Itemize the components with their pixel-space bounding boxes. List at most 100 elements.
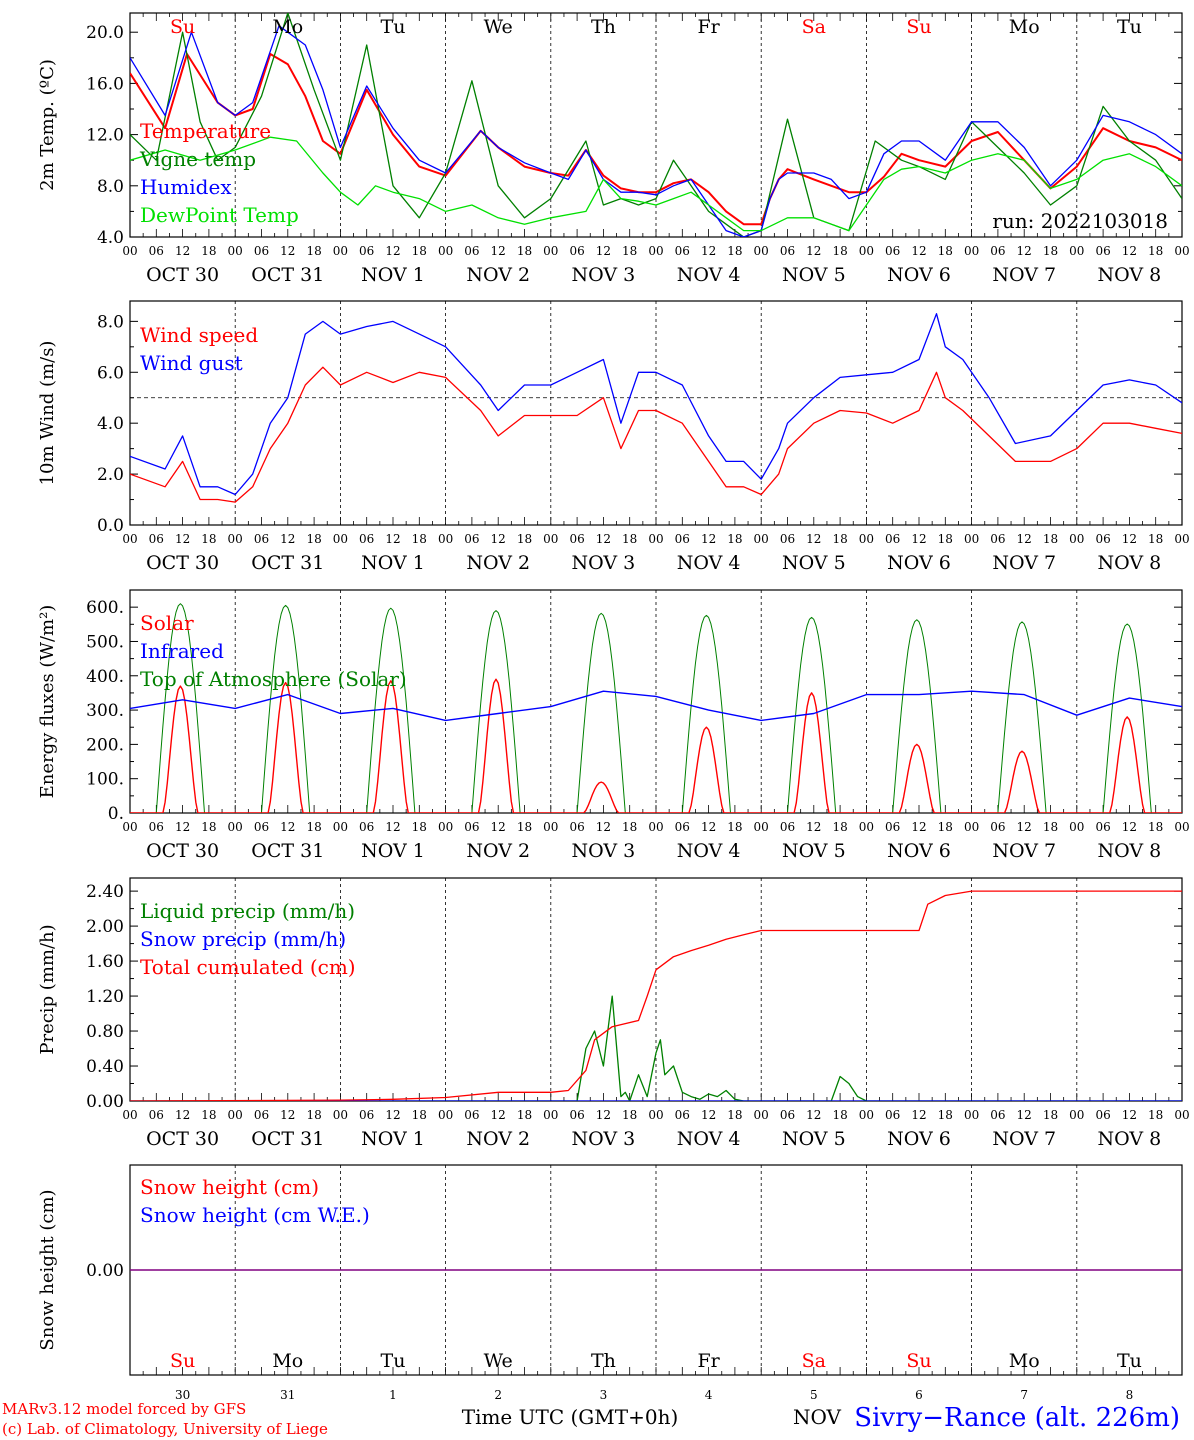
hour-label: 06 <box>149 820 164 834</box>
hour-label: 18 <box>622 532 637 546</box>
hour-label: 06 <box>464 532 479 546</box>
hour-label: 12 <box>701 1108 716 1122</box>
date-label: NOV 8 <box>1098 552 1162 574</box>
date-label: OCT 31 <box>251 552 324 574</box>
hour-label: 12 <box>911 1108 926 1122</box>
date-label: OCT 30 <box>146 840 219 862</box>
hour-label: 12 <box>385 532 400 546</box>
y-axis-label: Energy fluxes (W/m²) <box>37 605 58 799</box>
hour-label: 18 <box>938 532 953 546</box>
day-number-label: 2 <box>494 1388 502 1402</box>
hour-label: 06 <box>464 820 479 834</box>
hour-label: 18 <box>622 1108 637 1122</box>
hour-label: 18 <box>1043 532 1058 546</box>
legend-entry: DewPoint Temp <box>140 203 299 227</box>
hour-label: 06 <box>569 820 584 834</box>
day-of-week-label: Mo <box>272 16 303 38</box>
panel-temp: 4.0 8.0 12.0 16.0 20.0 2m Temp. (ºC) 00 06 12 18 0… <box>37 12 1190 286</box>
day-number-label: 1 <box>389 1388 397 1402</box>
hour-label: 18 <box>832 1108 847 1122</box>
hour-label: 00 <box>964 1108 979 1122</box>
series-line-toa-solar <box>130 603 1182 813</box>
hour-label: 00 <box>333 532 348 546</box>
series-line-wind-speed <box>130 366 1182 503</box>
y-tick-label: 0.80 <box>86 1022 124 1042</box>
series-line-dewpoint-temp <box>130 136 1182 232</box>
series-line-solar <box>130 678 1182 813</box>
y-tick-label: 0. <box>108 804 124 824</box>
y-tick-label: 20.0 <box>86 23 124 43</box>
hour-label: 06 <box>1095 244 1110 258</box>
hour-label: 00 <box>964 244 979 258</box>
y-tick-label: 1.60 <box>86 952 124 972</box>
hour-label: 00 <box>543 532 558 546</box>
day-of-week-label: Sa <box>802 1350 826 1372</box>
hour-label: 12 <box>806 820 821 834</box>
date-label: NOV 5 <box>782 840 846 862</box>
date-label: NOV 2 <box>466 1128 530 1150</box>
date-label: NOV 3 <box>572 552 636 574</box>
hour-label: 18 <box>201 244 216 258</box>
date-label: NOV 4 <box>677 264 741 286</box>
date-label: NOV 4 <box>677 552 741 574</box>
day-number-label: 31 <box>280 1388 295 1402</box>
y-tick-label: 400. <box>86 667 124 687</box>
hour-label: 12 <box>491 244 506 258</box>
y-tick-label: 8.0 <box>97 177 124 197</box>
legend-entry: Temperature <box>140 119 271 143</box>
hour-label: 00 <box>754 532 769 546</box>
hour-label: 06 <box>359 244 374 258</box>
date-label: NOV 5 <box>782 264 846 286</box>
y-tick-label: 2.40 <box>86 882 124 902</box>
x-axis-suffix: NOV <box>793 1405 842 1429</box>
series-line-infrared <box>130 690 1182 722</box>
legend-entry: Total cumulated (cm) <box>140 955 356 979</box>
series-group <box>130 13 1182 237</box>
station-label: Sivry−Rance (alt. 226m) <box>854 1403 1180 1433</box>
run-label: run: 2022103018 <box>992 209 1168 233</box>
hour-label: 00 <box>543 1108 558 1122</box>
hour-label: 18 <box>412 820 427 834</box>
hour-label: 00 <box>859 1108 874 1122</box>
date-label: NOV 5 <box>782 552 846 574</box>
date-label: OCT 31 <box>251 264 324 286</box>
day-of-week-label: Mo <box>1009 16 1040 38</box>
y-tick-label: 500. <box>86 632 124 652</box>
series-line-liquid-precip-mm-h- <box>130 995 1182 1101</box>
legend-entry: Top of Atmosphere (Solar) <box>140 667 407 691</box>
hour-label: 18 <box>1043 820 1058 834</box>
hour-label: 06 <box>780 244 795 258</box>
hour-label: 06 <box>990 820 1005 834</box>
credit-line-2: (c) Lab. of Climatology, University of L… <box>2 1420 328 1438</box>
hour-label: 18 <box>938 244 953 258</box>
date-label: NOV 1 <box>361 1128 425 1150</box>
hour-label: 12 <box>175 244 190 258</box>
hour-label: 18 <box>727 820 742 834</box>
series-group <box>130 890 1182 1101</box>
legend-entry: Infrared <box>140 639 224 663</box>
day-of-week-label: Mo <box>1009 1350 1040 1372</box>
hour-label: 00 <box>754 820 769 834</box>
date-label: NOV 7 <box>992 552 1056 574</box>
legend-entry: Snow precip (mm/h) <box>140 927 346 951</box>
hour-label: 06 <box>149 244 164 258</box>
hour-label: 12 <box>1122 1108 1137 1122</box>
hour-label: 06 <box>675 820 690 834</box>
hour-label: 06 <box>254 820 269 834</box>
hour-label: 18 <box>727 532 742 546</box>
day-of-week-label: Fr <box>697 16 720 38</box>
hour-label: 12 <box>1017 244 1032 258</box>
hour-label: 00 <box>1174 1108 1189 1122</box>
y-tick-label: 2.0 <box>97 465 124 485</box>
hour-label: 18 <box>1148 820 1163 834</box>
day-number-label: 8 <box>1126 1388 1134 1402</box>
hour-label: 12 <box>701 532 716 546</box>
hour-label: 00 <box>859 532 874 546</box>
hour-label: 00 <box>228 1108 243 1122</box>
credit-line-1: MARv3.12 model forced by GFS <box>2 1400 246 1418</box>
y-tick-label: 12.0 <box>86 126 124 146</box>
hour-label: 12 <box>385 244 400 258</box>
hour-label: 00 <box>964 532 979 546</box>
panel-energy: 0. 100. 200. 300. 400. 500. 600. Energy fluxes … <box>37 589 1190 862</box>
hour-label: 00 <box>228 532 243 546</box>
